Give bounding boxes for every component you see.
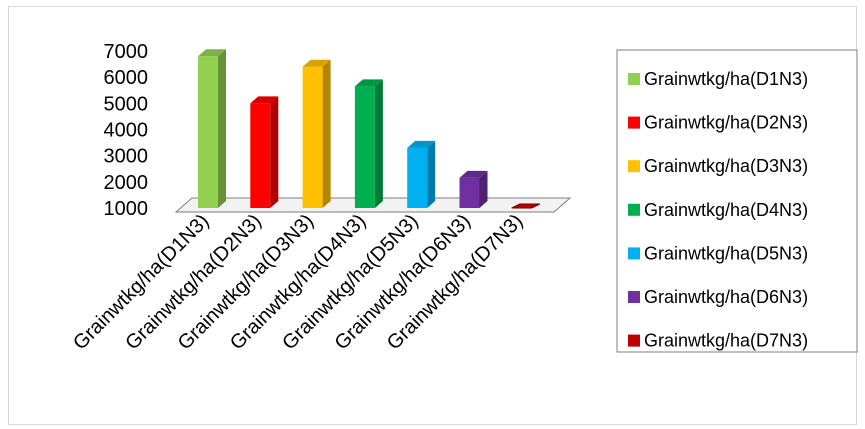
bar-top [302, 59, 331, 67]
y-tick-label: 5000 [104, 93, 149, 115]
legend-label: Grainwtkg/ha(D7N3) [644, 331, 808, 351]
legend-item: Grainwtkg/ha(D2N3) [628, 113, 808, 133]
legend-swatch [628, 73, 640, 85]
legend-item: Grainwtkg/ha(D6N3) [628, 287, 808, 307]
y-tick-label: 1000 [104, 198, 149, 220]
legend-label: Grainwtkg/ha(D1N3) [644, 69, 808, 89]
y-tick-label: 2000 [104, 172, 149, 194]
legend-label: Grainwtkg/ha(D5N3) [644, 243, 808, 263]
y-tick-label: 4000 [104, 120, 149, 142]
legend-label: Grainwtkg/ha(D2N3) [644, 113, 808, 133]
legend-swatch [628, 203, 640, 216]
bar-top [459, 170, 488, 178]
bar-side [374, 79, 383, 208]
legend-swatch [628, 334, 640, 347]
bar-front [459, 177, 480, 208]
bar [198, 49, 226, 208]
bar-front [302, 66, 323, 208]
legend-swatch [628, 116, 640, 129]
bar-top [511, 203, 541, 209]
bars [198, 49, 541, 209]
legend-item: Grainwtkg/ha(D1N3) [628, 69, 808, 89]
legend-label: Grainwtkg/ha(D4N3) [644, 200, 808, 220]
y-tick-label: 3000 [104, 146, 149, 168]
legend-item: Grainwtkg/ha(D7N3) [628, 331, 808, 351]
bar-side [427, 140, 436, 208]
bar [459, 170, 488, 208]
bar-front [250, 103, 271, 208]
bar-front [407, 147, 428, 208]
legend-swatch [628, 247, 640, 260]
legend: Grainwtkg/ha(D1N3) Grainwtkg/ha(D2N3) Grai… [616, 49, 858, 353]
y-tick-label: 7000 [104, 41, 149, 63]
legend-label: Grainwtkg/ha(D6N3) [644, 287, 808, 307]
bar [302, 59, 331, 209]
legend-item: Grainwtkg/ha(D4N3) [628, 200, 808, 220]
legend-box [616, 49, 858, 353]
legend-item: Grainwtkg/ha(D5N3) [628, 243, 808, 263]
bar-top [354, 79, 383, 87]
bar [250, 96, 279, 208]
x-axis-labels: Grainwtkg/ha(D1N3)Grainwtkg/ha(D2N3)Grai… [69, 210, 527, 354]
bar-top [198, 49, 226, 57]
legend-label: Grainwtkg/ha(D3N3) [644, 156, 808, 176]
bar-side [479, 170, 488, 208]
legend-swatch [628, 160, 640, 173]
bar-side [218, 49, 226, 208]
bar-top [250, 96, 279, 104]
bar [511, 203, 541, 209]
legend-item: Grainwtkg/ha(D3N3) [628, 156, 808, 176]
bar-front [354, 86, 375, 208]
y-tick-label: 6000 [104, 67, 149, 89]
bar-side [322, 59, 331, 209]
bar-top [407, 140, 436, 148]
legend-swatch [628, 291, 640, 303]
y-axis: 1000 2000 3000 4000 5000 6000 7000 [104, 41, 149, 220]
bar-front [198, 56, 218, 208]
bar [354, 79, 383, 208]
bar-side [270, 96, 279, 208]
bar [407, 140, 436, 208]
